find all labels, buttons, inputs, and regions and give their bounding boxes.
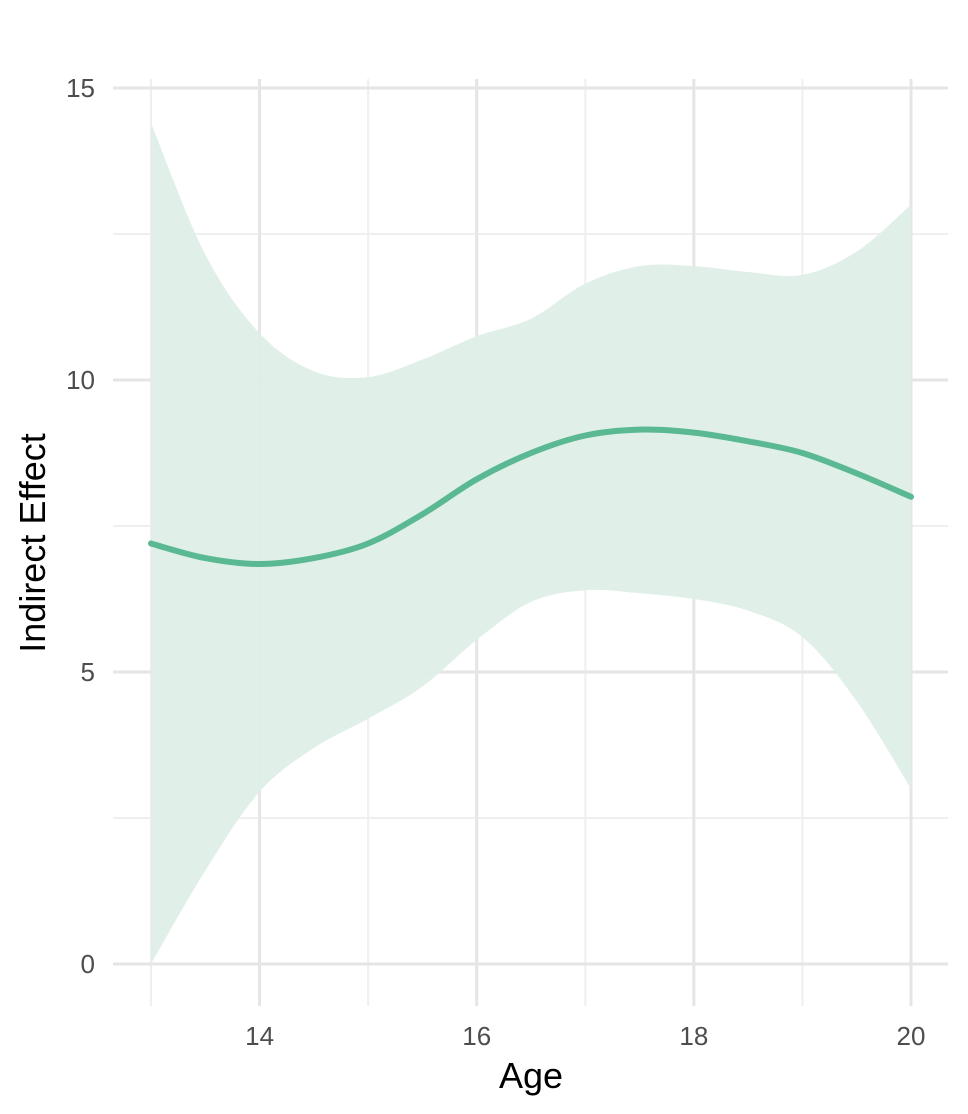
series-line (148, 426, 914, 567)
x-tick-label: 14 (245, 1021, 274, 1051)
x-tick-label: 20 (897, 1021, 926, 1051)
x-axis-ticks: 14 16 18 20 (245, 1021, 925, 1051)
y-axis-title: Indirect Effect (12, 433, 53, 652)
y-axis-ticks: 0 5 10 15 (66, 73, 95, 979)
x-tick-label: 16 (462, 1021, 491, 1051)
confidence-band (151, 123, 911, 964)
y-tick-label: 5 (81, 657, 95, 687)
y-tick-label: 10 (66, 365, 95, 395)
y-tick-label: 0 (81, 949, 95, 979)
series-line-group (148, 426, 914, 567)
confidence-ribbon (151, 123, 911, 964)
x-tick-label: 18 (679, 1021, 708, 1051)
x-axis-title: Age (499, 1055, 563, 1096)
y-tick-label: 15 (66, 73, 95, 103)
